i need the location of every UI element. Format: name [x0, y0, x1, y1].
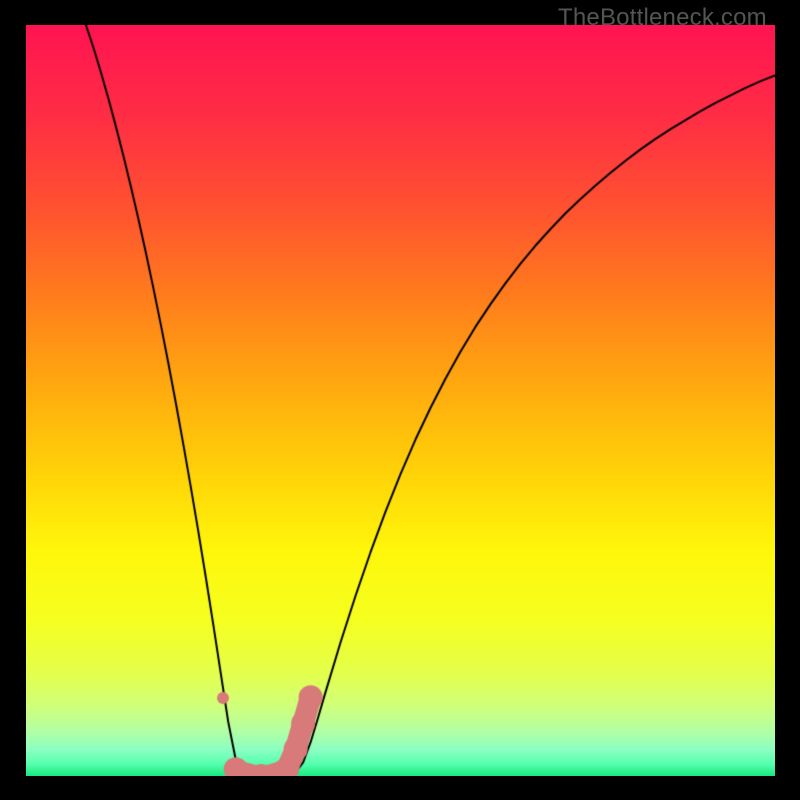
- chart-canvas: [26, 25, 775, 776]
- chart-stage: TheBottleneck.com: [0, 0, 800, 800]
- watermark-label: TheBottleneck.com: [558, 4, 767, 32]
- plot-area: [26, 25, 775, 776]
